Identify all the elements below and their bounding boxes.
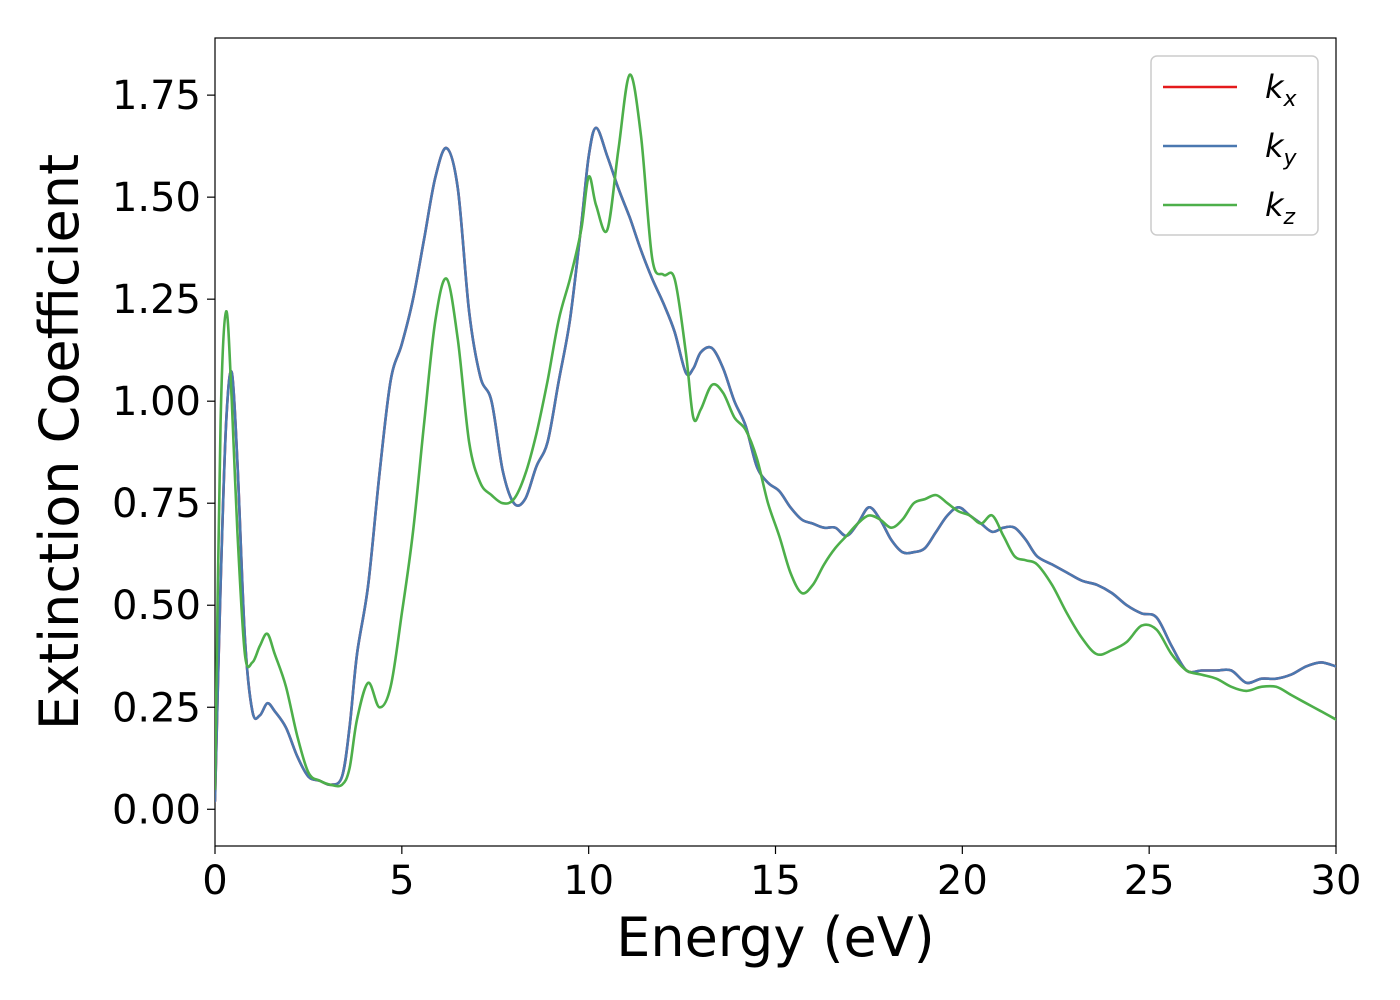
y-tick-label: 1.75 (112, 73, 201, 119)
series-line-kz (215, 73, 1336, 791)
y-tick-label: 0.25 (112, 685, 201, 731)
legend-item-kz: kz (1163, 186, 1296, 230)
legend-label: kx (1265, 68, 1298, 112)
y-axis: 0.00 0.25 0.50 0.75 1.00 1.25 1.50 1.75 (112, 73, 215, 833)
y-tick-label: 0.00 (112, 787, 201, 833)
x-axis: 0 5 10 15 20 25 30 (202, 846, 1361, 904)
y-tick-label: 0.75 (112, 481, 201, 527)
legend-label: kz (1265, 186, 1296, 230)
x-tick-label: 20 (937, 858, 988, 904)
y-tick-label: 1.00 (112, 379, 201, 425)
y-tick-label: 0.50 (112, 583, 201, 629)
x-axis-title: Energy (eV) (616, 906, 935, 969)
legend-item-ky: ky (1163, 127, 1298, 171)
legend-label: ky (1265, 127, 1298, 171)
series-line-ky (215, 126, 1336, 803)
x-tick-label: 0 (202, 858, 227, 904)
x-tick-label: 30 (1311, 858, 1362, 904)
x-tick-label: 5 (389, 858, 414, 904)
y-axis-title: Extinction Coefficient (28, 154, 91, 730)
legend-item-kx: kx (1163, 68, 1298, 112)
x-tick-label: 15 (750, 858, 801, 904)
legend: kx ky kz (1150, 55, 1319, 236)
x-tick-label: 10 (563, 858, 614, 904)
series-layer (215, 73, 1336, 803)
y-tick-label: 1.50 (112, 175, 201, 221)
x-tick-label: 25 (1124, 858, 1175, 904)
y-tick-label: 1.25 (112, 277, 201, 323)
